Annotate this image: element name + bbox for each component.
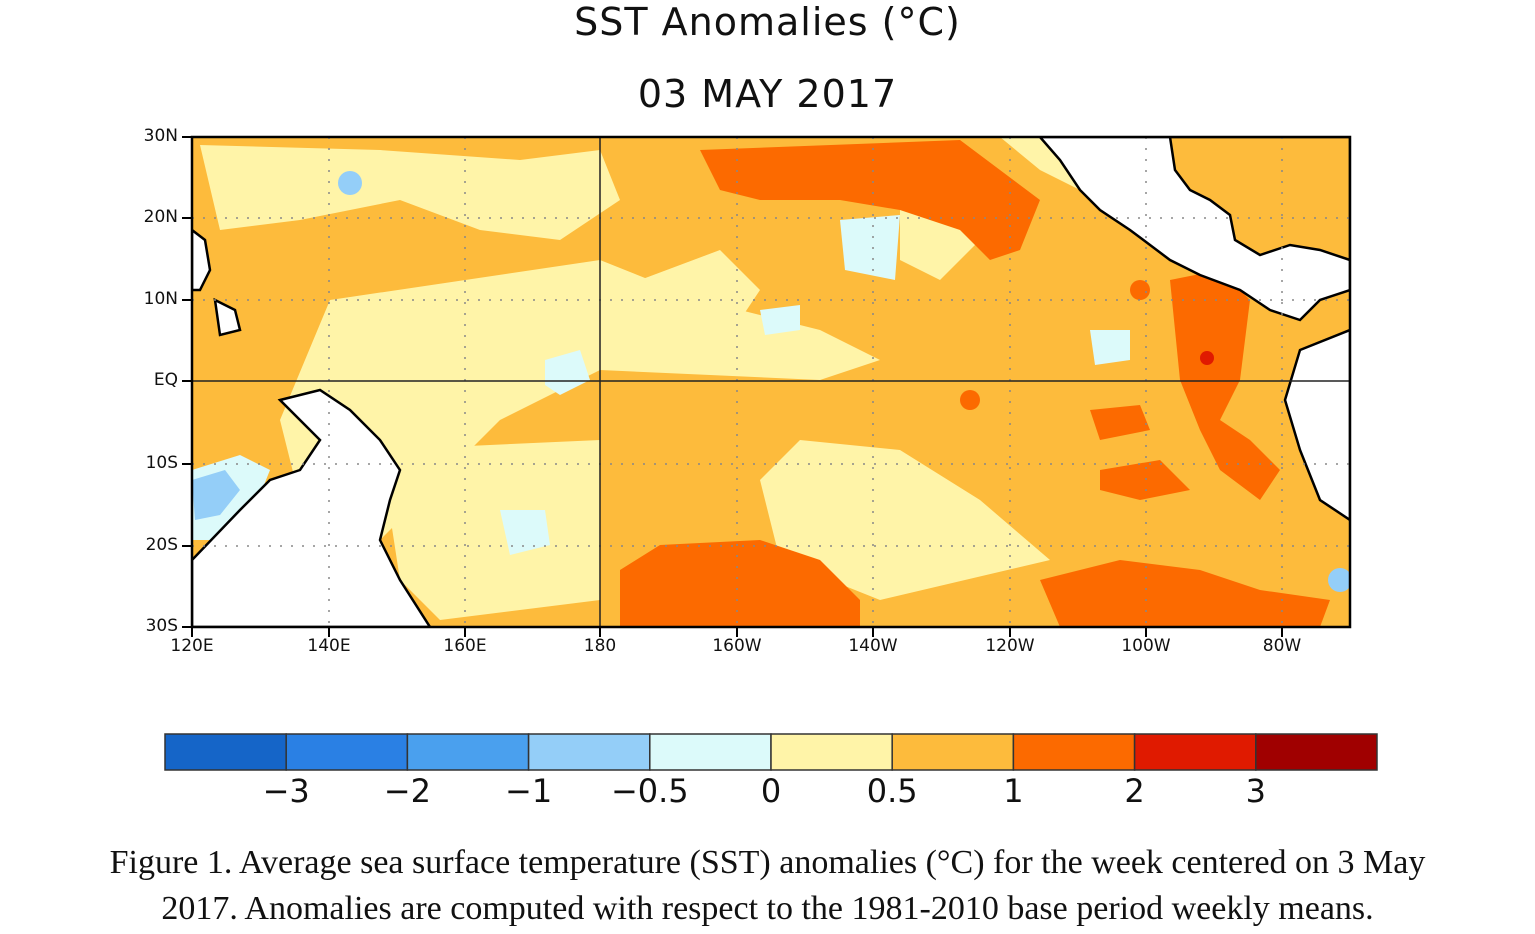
colorbar [164,733,1378,771]
axis-ticks [182,136,1283,637]
lon-label: 160E [443,636,487,656]
lon-label: 160W [712,636,762,656]
caption-line-1: Figure 1. Average sea surface temperatur… [109,844,1426,881]
lat-label: 20S [145,535,178,555]
map-date: 03 MAY 2017 [637,72,898,116]
colorbar-label: −2 [383,772,431,810]
colorbar-swatch [1012,733,1136,771]
lat-label: 30S [145,616,178,636]
map-gridlines [192,137,1350,627]
colorbar-swatch [891,733,1015,771]
colorbar-swatch [649,733,772,771]
caption-line-2: 2017. Anomalies are computed with respec… [161,890,1374,927]
colorbar-label: 1 [1003,772,1024,810]
anomaly-field [192,137,1350,627]
colorbar-swatch [527,733,651,771]
colorbar-swatch [1133,733,1257,771]
lon-label: 100W [1121,636,1171,656]
lon-label: 120E [170,636,214,656]
colorbar-swatch [164,733,287,771]
lat-label: EQ [153,370,178,390]
colorbar-swatch [406,733,530,771]
lon-label: 180 [583,636,617,656]
lat-label: 20N [143,207,178,227]
colorbar-swatch [1255,733,1378,771]
colorbar-label: −1 [505,772,553,810]
lon-label: 140E [307,636,351,656]
lat-label: 10S [145,453,178,473]
colorbar-label: −0.5 [610,772,689,810]
lon-label: 140W [848,636,898,656]
colorbar-label: 2 [1124,772,1145,810]
colorbar-swatch [285,733,409,771]
colorbar-label: 3 [1245,772,1266,810]
lat-label: 30N [143,126,178,146]
lon-label: 80W [1262,636,1302,656]
map-title: SST Anomalies (°C) [574,0,961,44]
lat-label: 10N [143,289,178,309]
colorbar-label: 0.5 [866,772,918,810]
colorbar-swatch [770,733,893,771]
colorbar-label: 0 [760,772,782,810]
colorbar-label: −3 [262,772,310,810]
lon-label: 120W [985,636,1035,656]
figure-caption: Figure 1. Average sea surface temperatur… [0,840,1535,932]
